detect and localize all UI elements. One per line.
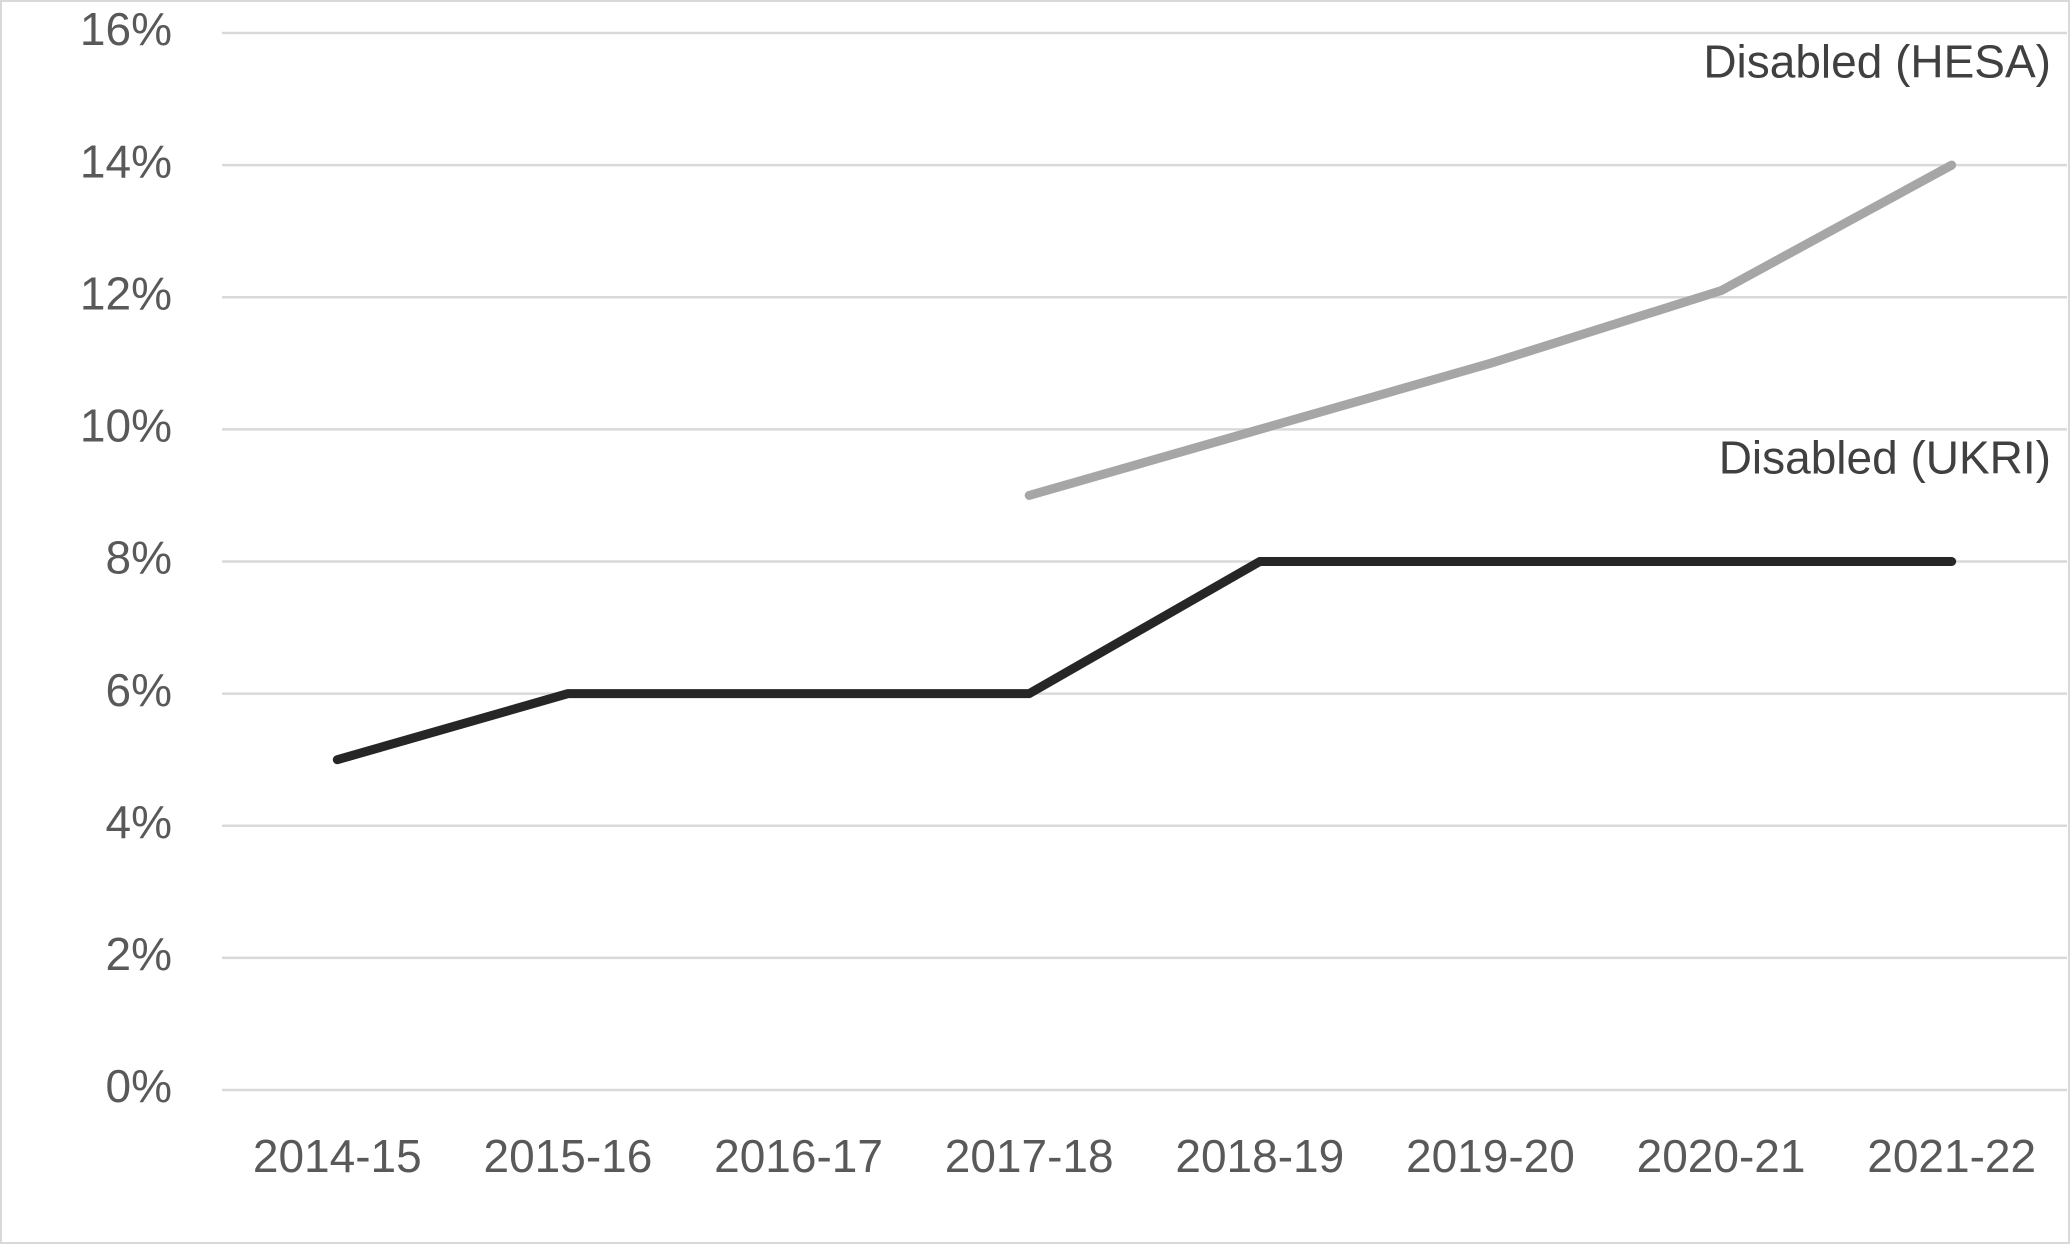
- series-line: [1024, 160, 1957, 500]
- y-tick-label: 16%: [80, 3, 172, 55]
- x-tick-label: 2021-22: [1867, 1130, 2036, 1182]
- y-tick-label: 6%: [106, 664, 172, 716]
- y-tick-label: 4%: [106, 796, 172, 848]
- series-label: Disabled (UKRI): [1719, 432, 2051, 484]
- y-tick-label: 2%: [106, 928, 172, 980]
- x-tick-label: 2016-17: [714, 1130, 883, 1182]
- x-tick-label: 2017-18: [945, 1130, 1114, 1182]
- x-tick-label: 2015-16: [484, 1130, 653, 1182]
- x-tick-label: 2014-15: [253, 1130, 422, 1182]
- y-tick-label: 10%: [80, 400, 172, 452]
- series-label: Disabled (HESA): [1703, 35, 2051, 87]
- y-tick-label: 0%: [106, 1060, 172, 1112]
- x-tick-label: 2019-20: [1406, 1130, 1575, 1182]
- y-tick-label: 8%: [106, 532, 172, 584]
- y-tick-label: 14%: [80, 135, 172, 187]
- series-line: [332, 557, 1957, 765]
- x-tick-label: 2020-21: [1637, 1130, 1806, 1182]
- y-tick-label: 12%: [80, 267, 172, 319]
- x-tick-label: 2018-19: [1175, 1130, 1344, 1182]
